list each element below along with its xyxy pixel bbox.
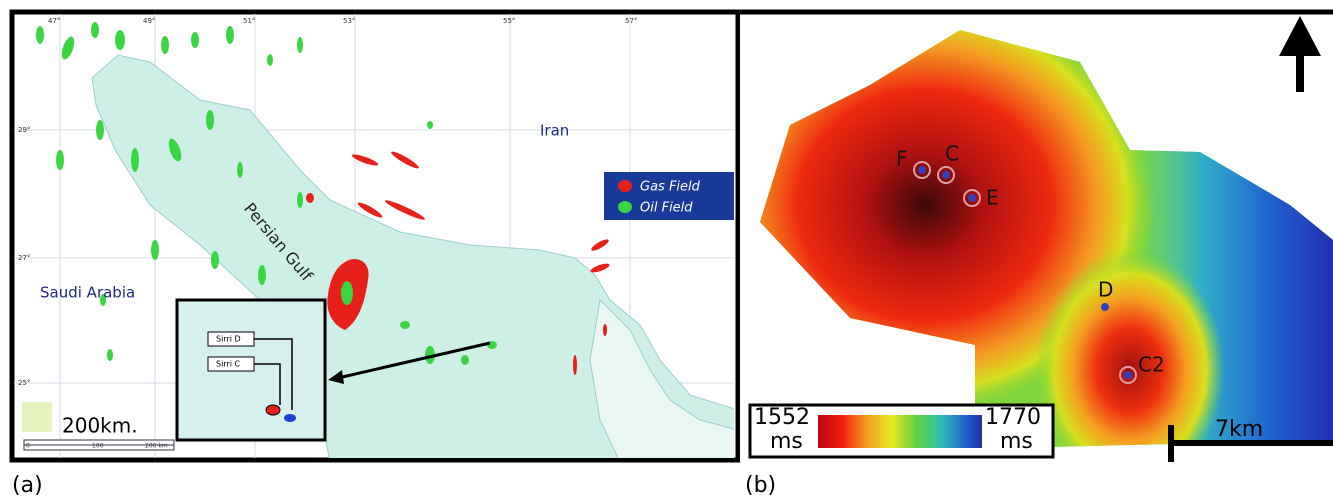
scale-bar-label: 100 [92, 443, 104, 450]
longitude-label: 47° [48, 17, 60, 25]
ellipse-shape [191, 32, 199, 48]
place-label: Iran [540, 122, 569, 140]
ellipse-shape [96, 120, 104, 140]
longitude-label: 57° [625, 17, 637, 25]
colorbar: 1552 ms 1770 ms [750, 405, 1053, 457]
panel-label: (b) [745, 473, 776, 498]
circle-shape [968, 194, 976, 202]
ellipse-shape [211, 251, 219, 269]
legend-label: Gas Field [640, 180, 701, 195]
panel-a: 47° 49° 51° 53° 55° 57° 29° 27° 25° Iran… [12, 12, 738, 498]
legend-label: Oil Field [640, 201, 693, 216]
ellipse-shape [297, 192, 303, 208]
oil-field-center [341, 281, 353, 305]
scale-label: 7km [1215, 417, 1263, 442]
scale-bar-label: 0 [26, 443, 30, 450]
ellipse-shape [267, 54, 273, 66]
ellipse-shape [266, 405, 280, 415]
circle-shape [1101, 303, 1109, 311]
ellipse-shape [237, 162, 243, 178]
well-label: D [1098, 278, 1113, 302]
ellipse-shape [306, 193, 314, 203]
ellipse-shape [618, 201, 632, 213]
colorbar-min: 1552 [754, 405, 810, 430]
ellipse-shape [618, 180, 632, 192]
ellipse-shape [131, 148, 139, 172]
circle-shape [918, 166, 926, 174]
inset: Sirri D Sirri C [177, 300, 325, 440]
scale-label: 200km. [62, 414, 138, 438]
longitude-label: 51° [243, 17, 255, 25]
ellipse-shape [427, 121, 433, 129]
longitude-label: 49° [143, 17, 155, 25]
ellipse-shape [258, 265, 266, 285]
ellipse-shape [115, 30, 125, 50]
well-label: C2 [1138, 353, 1165, 377]
inset-label: Sirri D [216, 335, 241, 344]
rect-shape [1296, 50, 1304, 92]
colorbar-max: 1770 [985, 405, 1041, 430]
ellipse-shape [206, 110, 214, 130]
ellipse-shape [297, 37, 303, 53]
well-label: C [945, 142, 959, 166]
ellipse-shape [573, 355, 577, 375]
latitude-label: 29° [18, 126, 30, 134]
panel-label: (a) [12, 473, 43, 498]
rect-shape [818, 415, 982, 448]
latitude-label: 25° [18, 379, 30, 387]
longitude-label: 53° [343, 17, 355, 25]
ellipse-shape [226, 26, 234, 44]
ellipse-shape [461, 355, 469, 365]
latitude-label: 27° [18, 254, 30, 262]
scale-bar-label: 200 km [145, 443, 168, 450]
panel-b: F C E D C2 1552 ms 1770 ms 7km (b) [695, 0, 1333, 498]
well-label: E [986, 186, 999, 210]
colorbar-unit: ms [1000, 429, 1033, 454]
legend: Gas Field Oil Field [604, 172, 734, 220]
ellipse-shape [400, 321, 410, 329]
ellipse-shape [91, 22, 99, 38]
ellipse-shape [151, 240, 159, 260]
ellipse-shape [107, 349, 113, 361]
longitude-label: 55° [503, 17, 515, 25]
ellipse-shape [56, 150, 64, 170]
circle-shape [1124, 371, 1132, 379]
ellipse-shape [284, 414, 296, 422]
place-label: Saudi Arabia [40, 284, 135, 302]
ellipse-shape [36, 26, 44, 44]
ellipse-shape [603, 324, 607, 336]
well-label: F [896, 147, 908, 171]
circle-shape [942, 171, 950, 179]
inset-label: Sirri C [216, 360, 241, 369]
ellipse-shape [161, 36, 169, 54]
figure: 47° 49° 51° 53° 55° 57° 29° 27° 25° Iran… [0, 0, 1333, 499]
colorbar-unit: ms [770, 429, 803, 454]
rect-shape [22, 402, 52, 432]
